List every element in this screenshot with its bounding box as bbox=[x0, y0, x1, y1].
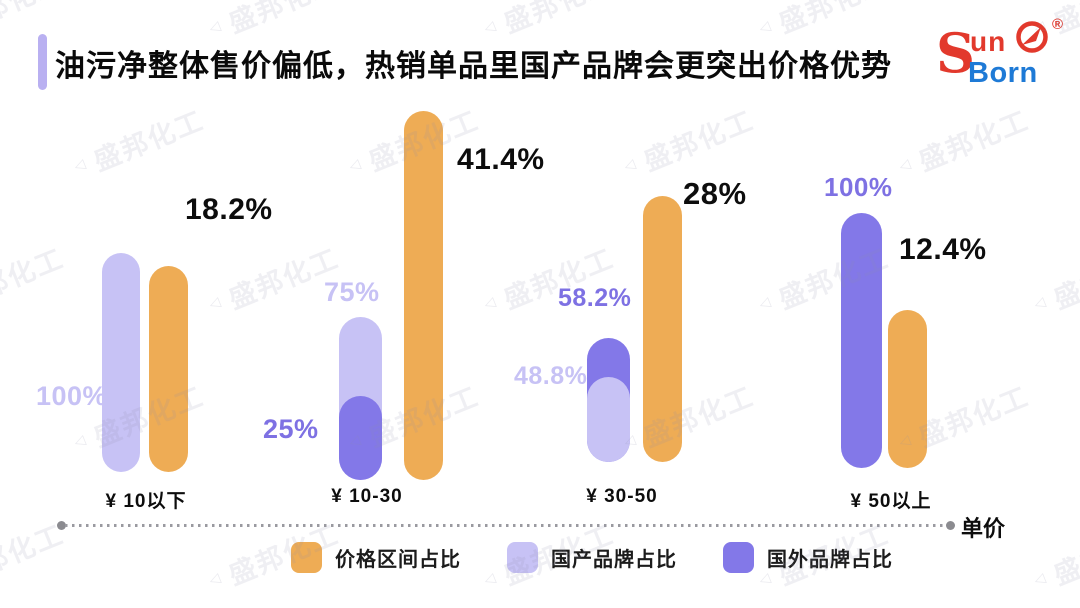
legend-label-foreign: 国外品牌占比 bbox=[767, 549, 893, 571]
x-axis-dotted-line bbox=[65, 524, 947, 527]
legend-item-foreign: 国外品牌占比 bbox=[723, 542, 893, 573]
title-accent-bar bbox=[38, 34, 47, 90]
bar-domestic-group1 bbox=[102, 253, 140, 472]
bar-price-group1 bbox=[149, 266, 188, 472]
sunborn-logo: S un ® Born bbox=[936, 16, 1074, 100]
category-label-1: ¥ 10以下 bbox=[105, 491, 187, 512]
page-title: 油污净整体售价偏低，热销单品里国产品牌会更突出价格优势 bbox=[55, 50, 892, 83]
value-label-foreign-group2: 25% bbox=[263, 414, 319, 444]
registered-mark-icon: ® bbox=[1052, 16, 1064, 33]
value-label-foreign-group3: 58.2% bbox=[558, 284, 632, 312]
bar-domestic-group3 bbox=[587, 377, 630, 462]
legend: 价格区间占比 国产品牌占比 国外品牌占比 bbox=[291, 542, 893, 573]
value-label-domestic-group2: 75% bbox=[324, 277, 380, 307]
value-label-price-group4: 12.4% bbox=[899, 233, 987, 266]
bar-price-group3 bbox=[643, 196, 682, 462]
legend-label-domestic: 国产品牌占比 bbox=[551, 549, 677, 571]
axis-start-dot bbox=[57, 521, 66, 530]
legend-label-price: 价格区间占比 bbox=[335, 549, 461, 571]
category-label-4: ¥ 50以上 bbox=[850, 491, 932, 512]
value-label-foreign-group4: 100% bbox=[824, 172, 893, 202]
logo-letter-s: S bbox=[936, 21, 975, 85]
legend-item-price: 价格区间占比 bbox=[291, 542, 461, 573]
bar-foreign-group2 bbox=[339, 396, 382, 480]
bar-price-group2 bbox=[404, 111, 443, 480]
legend-swatch-price bbox=[291, 542, 322, 573]
logo-word-sun: un bbox=[970, 26, 1007, 57]
axis-end-dot bbox=[946, 521, 955, 530]
category-label-2: ¥ 10-30 bbox=[331, 486, 403, 507]
value-label-price-group2: 41.4% bbox=[457, 143, 545, 176]
logo-word-born: Born bbox=[968, 57, 1038, 89]
bar-foreign-group4 bbox=[841, 213, 882, 468]
value-label-domestic-group1: 100% bbox=[36, 381, 108, 411]
value-label-domestic-group3: 48.8% bbox=[514, 362, 588, 390]
value-label-price-group1: 18.2% bbox=[185, 193, 273, 226]
bar-price-group4 bbox=[888, 310, 927, 468]
sun-circle-icon bbox=[1015, 20, 1049, 59]
x-axis-label: 单价 bbox=[961, 516, 1006, 541]
legend-swatch-foreign bbox=[723, 542, 754, 573]
legend-item-domestic: 国产品牌占比 bbox=[507, 542, 677, 573]
category-label-3: ¥ 30-50 bbox=[586, 486, 658, 507]
legend-swatch-domestic bbox=[507, 542, 538, 573]
value-label-price-group3: 28% bbox=[683, 176, 747, 211]
